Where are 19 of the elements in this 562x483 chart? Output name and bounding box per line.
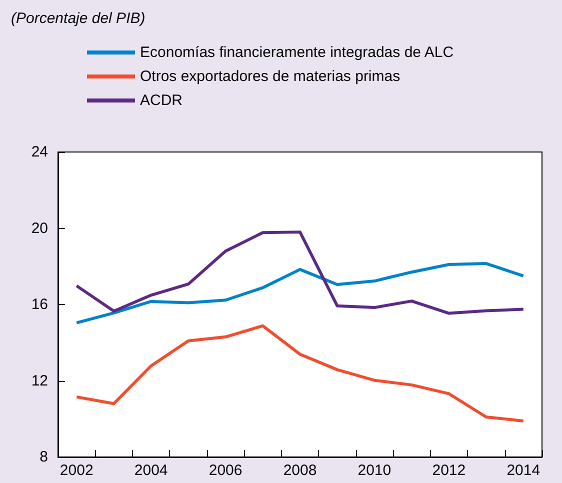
x-tick-label: 2008	[283, 462, 317, 479]
y-tick-label: 24	[31, 144, 48, 160]
x-tick-label: 2014	[506, 462, 540, 479]
y-tick-label: 12	[31, 372, 48, 390]
line-series	[75, 230, 525, 315]
legend-label: Otros exportadores de materias primas	[140, 68, 400, 85]
line-series	[75, 262, 525, 324]
line-series	[75, 324, 525, 422]
chart-subtitle: (Porcentaje del PIB)	[11, 10, 146, 27]
x-tick-label: 2012	[432, 462, 466, 479]
x-tick-label: 2002	[60, 462, 94, 479]
y-tick-label: 20	[31, 220, 48, 237]
x-tick-label: 2006	[208, 462, 242, 479]
x-tick-label: 2004	[134, 462, 168, 479]
legend-label: ACDR	[140, 92, 183, 109]
x-tick-label: 2010	[358, 462, 392, 479]
y-tick-label: 8	[40, 448, 48, 466]
legend-label: Economías financieramente integradas de ALC	[140, 44, 454, 61]
y-tick-label: 16	[31, 296, 48, 313]
